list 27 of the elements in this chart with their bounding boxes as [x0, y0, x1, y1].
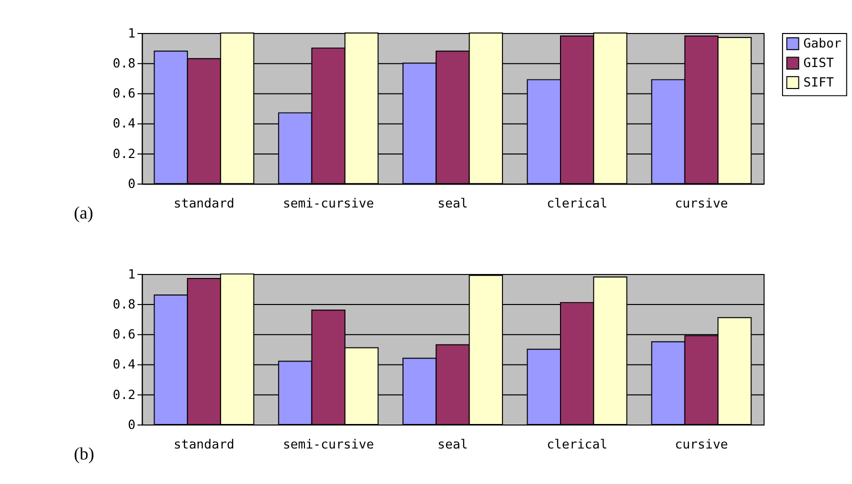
text: (b) [74, 444, 94, 464]
text: (a) [74, 202, 94, 223]
legend-label: SIFT [803, 74, 834, 90]
y-tick-label: 1 [128, 266, 136, 282]
x-tick-label: semi-cursive [282, 436, 374, 452]
legend-label: GIST [803, 55, 834, 70]
x-tick-label: standard [174, 195, 234, 210]
y-tick-label: 0.6 [112, 86, 136, 101]
x-tick-label: cursive [674, 436, 728, 452]
x-tick-label: seal [438, 195, 468, 210]
legend-label: Gabor [803, 36, 842, 51]
x-tick-label: semi-cursive [282, 195, 374, 210]
y-tick-label: 0.6 [112, 326, 136, 342]
y-tick-label: 0.8 [112, 56, 136, 71]
y-tick-label: 0.2 [112, 386, 136, 402]
x-tick-label: standard [174, 436, 234, 452]
y-tick-label: 0.4 [112, 356, 136, 372]
x-tick-label: clerical [546, 436, 608, 452]
y-tick-label: 1 [128, 25, 136, 40]
y-tick-label: 0 [128, 416, 136, 432]
y-tick-label: 0.8 [112, 296, 136, 312]
x-tick-label: clerical [546, 195, 608, 210]
x-tick-label: seal [438, 436, 468, 452]
y-tick-label: 0 [128, 176, 136, 191]
y-tick-label: 0.2 [112, 146, 136, 161]
x-tick-label: cursive [674, 195, 728, 210]
y-tick-label: 0.4 [112, 116, 136, 131]
